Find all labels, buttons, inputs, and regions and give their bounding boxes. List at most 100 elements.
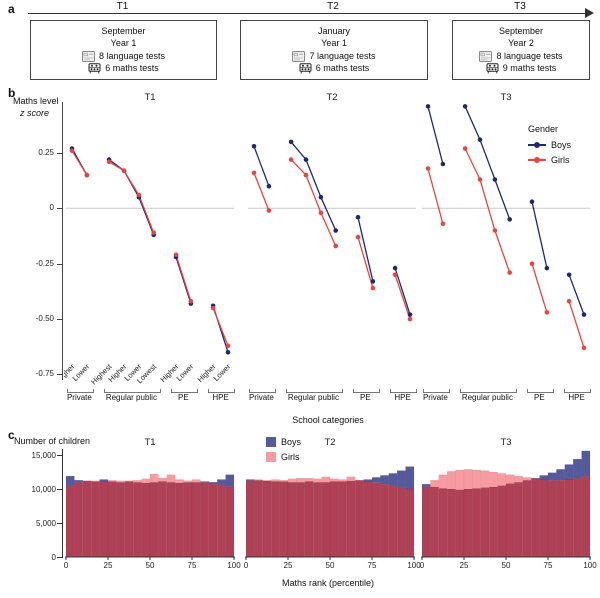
overlap-bar bbox=[547, 480, 557, 558]
girls-point bbox=[440, 221, 446, 227]
girls-bar bbox=[447, 471, 456, 490]
girls-bar bbox=[329, 478, 339, 482]
b-y-tick bbox=[57, 319, 62, 321]
overlap-bar bbox=[321, 482, 331, 558]
girls-point bbox=[106, 159, 112, 165]
overlap-bar bbox=[254, 480, 263, 558]
overlap-bar bbox=[564, 479, 574, 558]
box-month: September bbox=[101, 26, 146, 36]
boys-bar bbox=[581, 450, 591, 477]
boys-bar bbox=[363, 479, 373, 482]
girls-point bbox=[492, 228, 498, 233]
group-bracket bbox=[527, 389, 554, 393]
girls-point bbox=[529, 261, 535, 266]
overlap-bar bbox=[421, 486, 431, 558]
group-bracket bbox=[104, 389, 161, 393]
girls-bar bbox=[321, 476, 331, 483]
c-subplot-title-t2: T2 bbox=[324, 437, 336, 448]
girls-bar bbox=[279, 480, 289, 482]
overlap-bar bbox=[245, 480, 255, 558]
overlap-bar bbox=[472, 488, 481, 558]
girls-line bbox=[357, 236, 374, 289]
maths-test-icon bbox=[486, 63, 499, 74]
maths-tests-text: 9 maths tests bbox=[502, 62, 557, 73]
language-tests-text: 7 language tests bbox=[309, 50, 376, 61]
boys-point bbox=[251, 144, 257, 149]
boys-point bbox=[544, 265, 550, 271]
maths-tests-row: 9 maths tests bbox=[486, 62, 557, 74]
legend-label-girls: Girls bbox=[281, 451, 300, 462]
group-label: HPE bbox=[394, 393, 411, 402]
b-subplot-title-t1: T1 bbox=[144, 92, 156, 103]
c-y-tick bbox=[57, 489, 62, 490]
c-x-tick-label: 25 bbox=[459, 561, 469, 570]
boys-point bbox=[303, 157, 309, 162]
girls-point bbox=[544, 310, 550, 315]
boys-point bbox=[355, 214, 361, 220]
c-x-tick-label: 25 bbox=[283, 561, 293, 570]
girls-point bbox=[462, 146, 468, 151]
boys-line bbox=[175, 256, 192, 304]
boys-bar bbox=[217, 479, 226, 486]
overlap-bar bbox=[505, 483, 515, 558]
b-y-tick bbox=[57, 263, 62, 265]
language-tests-text: 8 language tests bbox=[98, 50, 166, 61]
overlap-bar bbox=[573, 477, 582, 558]
c-x-tick-label: 100 bbox=[227, 561, 241, 570]
boys-point bbox=[266, 183, 272, 189]
maths-test-icon bbox=[299, 63, 312, 74]
c-y-tick bbox=[57, 557, 62, 558]
boys-point bbox=[225, 350, 231, 355]
c-x-axis-title: Maths rank (percentile) bbox=[281, 578, 375, 588]
timeline-arrowhead-icon bbox=[585, 8, 594, 18]
girls-point bbox=[69, 148, 75, 153]
c-y-tick bbox=[57, 523, 62, 524]
timeline-line bbox=[28, 13, 586, 14]
overlap-bar bbox=[141, 482, 151, 558]
girls-line-swatch bbox=[528, 156, 546, 163]
girls-bar bbox=[287, 478, 297, 483]
girls-point bbox=[477, 177, 483, 182]
girls-bar bbox=[346, 476, 356, 482]
girls-bar bbox=[463, 469, 473, 490]
girls-bar bbox=[455, 469, 465, 490]
girls-bar bbox=[191, 479, 201, 483]
b-y-axis-title-line1: Maths level bbox=[13, 96, 59, 106]
girls-line bbox=[568, 301, 585, 349]
boys-line bbox=[108, 159, 155, 236]
boys-line bbox=[427, 106, 444, 165]
girls-bar bbox=[505, 474, 515, 484]
girls-line bbox=[427, 168, 444, 224]
group-bracket bbox=[249, 389, 276, 393]
overlap-bar bbox=[497, 485, 507, 558]
overlap-bar bbox=[191, 482, 201, 558]
overlap-bar bbox=[91, 481, 100, 558]
group-bracket bbox=[390, 389, 417, 393]
c-y-tick-label: 10,000 bbox=[31, 485, 56, 494]
overlap-bar bbox=[74, 482, 83, 558]
boys-bar bbox=[380, 475, 389, 485]
boys-bar bbox=[74, 480, 83, 483]
boys-bar bbox=[397, 470, 406, 488]
overlap-bar bbox=[175, 482, 184, 558]
boys-line bbox=[464, 106, 511, 220]
c-y-tick bbox=[57, 455, 62, 456]
timepoint-label-t3: T3 bbox=[514, 1, 526, 12]
overlap-bar bbox=[183, 482, 193, 558]
girls-bar bbox=[438, 474, 448, 489]
panel-b-label: b bbox=[8, 86, 16, 100]
category-tick-label: Lower bbox=[212, 362, 233, 383]
legend-label-boys: Boys bbox=[551, 139, 572, 150]
c-x-tick-label: 75 bbox=[543, 561, 553, 570]
overlap-bar bbox=[158, 481, 167, 558]
boys-bar bbox=[388, 473, 398, 486]
boys-bar bbox=[208, 482, 218, 484]
group-label: PE bbox=[178, 393, 189, 402]
girls-point bbox=[425, 166, 431, 171]
group-label: Regular public bbox=[105, 393, 157, 402]
category-tick-label: Lower bbox=[174, 362, 195, 383]
girls-point bbox=[173, 252, 179, 258]
c-x-tick-label: 50 bbox=[325, 561, 335, 570]
overlap-bar bbox=[438, 488, 448, 558]
